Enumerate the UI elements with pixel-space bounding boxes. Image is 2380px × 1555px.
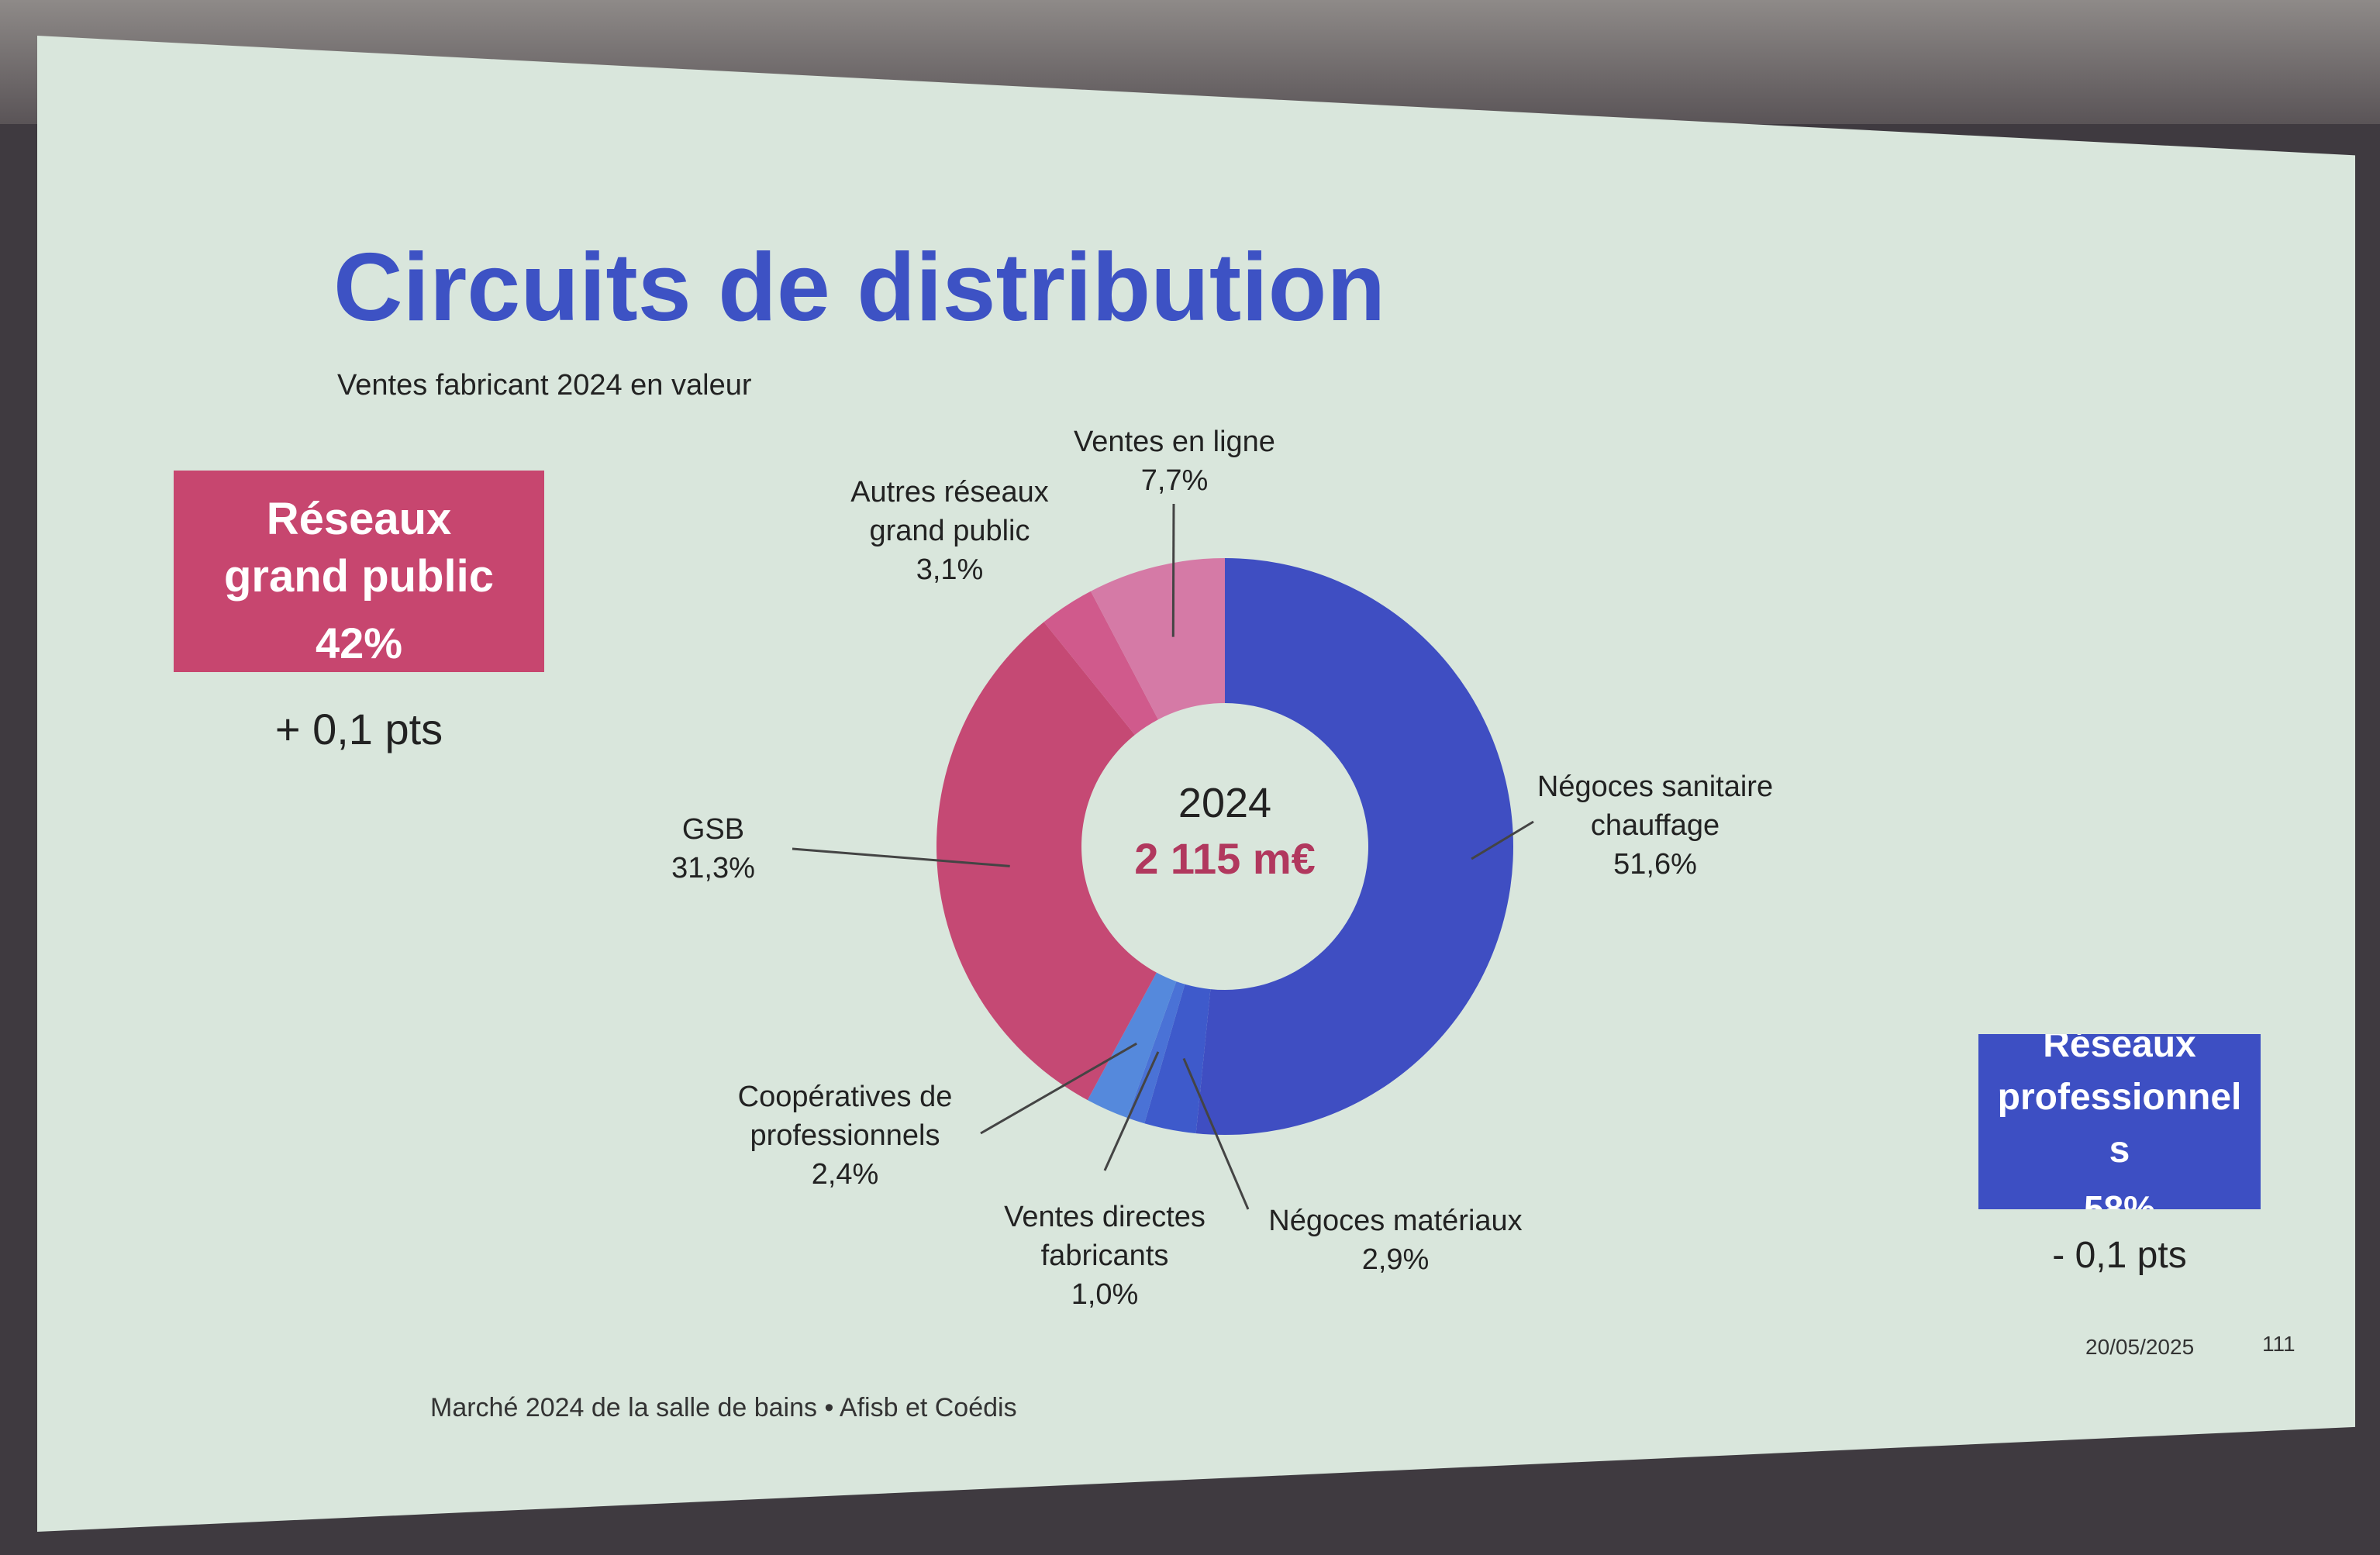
kpi-professionnels-delta: - 0,1 pts [2052, 1235, 2187, 1276]
slice-label-6-value: 7,7% [1140, 464, 1209, 497]
kpi-professionnels-line2: professionnel [1997, 1077, 2242, 1118]
kpi-professionnels-value: 58% [2083, 1188, 2156, 1209]
donut-slice-6 [1090, 558, 1225, 720]
kpi-grand-public-line2: grand public [224, 551, 494, 602]
slice-label-5-name: Autres réseaux [850, 476, 1049, 509]
slice-label-2: Ventes directes fabricants 1,0% [965, 1198, 1244, 1314]
footer-date: 20/05/2025 [2085, 1335, 2195, 1359]
donut-slice-4 [936, 622, 1157, 1101]
slice-label-5-name: grand public [869, 515, 1030, 547]
kpi-grand-public-delta: + 0,1 pts [274, 705, 443, 753]
kpi-grand-public-value: 42% [315, 619, 403, 667]
slice-label-6-name: Ventes en ligne [1074, 426, 1275, 458]
slice-label-4: GSB 31,3% [643, 810, 783, 888]
slice-label-5-value: 3,1% [916, 553, 984, 586]
slice-label-4-value: 31,3% [671, 852, 755, 884]
leader-line-0 [1471, 820, 1534, 860]
slice-label-3: Coopératives de professionnels 2,4% [698, 1077, 992, 1194]
slice-label-0-name: chauffage [1590, 809, 1720, 842]
leader-line-2 [1103, 1051, 1160, 1171]
kpi-grand-public-line1: Réseaux [266, 494, 452, 544]
donut-center-year: 2024 [1178, 780, 1272, 826]
footer-page-number: 111 [2262, 1332, 2295, 1356]
kpi-professionnels-box: Réseaux professionnel s 58% [1978, 1034, 2261, 1209]
slide-title: Circuits de distribution [333, 234, 1386, 341]
slice-label-2-name: Ventes directes [1004, 1201, 1206, 1233]
slice-label-1: Négoces matériaux 2,9% [1248, 1202, 1543, 1279]
slice-label-0-name: Négoces sanitaire [1537, 771, 1774, 803]
kpi-grand-public-box: Réseaux grand public 42% [174, 471, 544, 672]
slice-label-2-value: 1,0% [1071, 1278, 1139, 1311]
donut-slice-1 [1144, 984, 1211, 1134]
slice-label-3-name: professionnels [750, 1119, 940, 1152]
slice-label-6: Ventes en ligne 7,7% [1050, 422, 1299, 500]
leader-line-1 [1182, 1057, 1250, 1210]
donut-slice-5 [1043, 591, 1158, 735]
slice-label-0: Négoces sanitaire chauffage 51,6% [1496, 767, 1814, 884]
slide [37, 36, 2355, 1532]
footer-source: Marché 2024 de la salle de bains • Afisb… [430, 1393, 1017, 1422]
leader-line-6 [1171, 503, 1175, 637]
kpi-professionnels-line3: s [2109, 1129, 2130, 1171]
slide-subtitle: Ventes fabricant 2024 en valeur [337, 369, 752, 402]
donut-slice-0 [1195, 558, 1513, 1135]
slice-label-2-name: fabricants [1040, 1240, 1169, 1272]
slice-label-0-value: 51,6% [1613, 848, 1697, 881]
leader-line-4 [792, 847, 1010, 867]
slice-label-3-value: 2,4% [811, 1158, 879, 1191]
slice-label-3-name: Coopératives de [737, 1081, 953, 1113]
slice-label-5: Autres réseaux grand public 3,1% [830, 473, 1070, 589]
donut-center-total: 2 115 m€ [1134, 834, 1316, 883]
kpi-professionnels-line1: Réseaux [2043, 1034, 2196, 1065]
slice-label-1-name: Négoces matériaux [1268, 1205, 1523, 1237]
slice-label-4-name: GSB [681, 813, 745, 846]
slice-label-1-value: 2,9% [1361, 1243, 1430, 1276]
leader-line-3 [980, 1042, 1137, 1135]
